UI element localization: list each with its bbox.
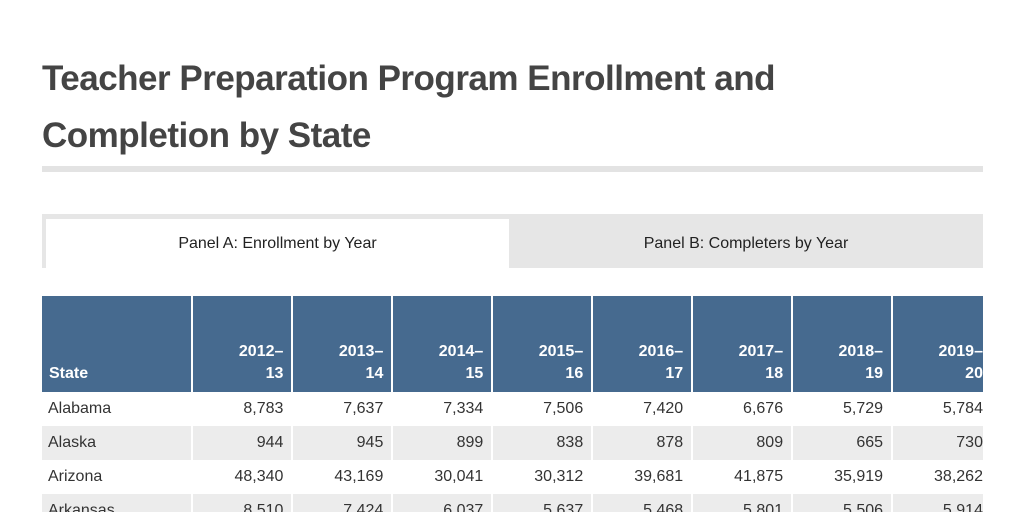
table-header-row: State 2012– 13 2013– 14 2014– 15 2015– 16 2016– 17…: [42, 296, 983, 392]
state-cell: Arizona: [48, 468, 103, 485]
state-cell: Alaska: [42, 426, 193, 460]
year-start: 2013–: [338, 343, 384, 360]
enrollment-cell: 38,262: [891, 460, 983, 494]
column-header-year[interactable]: 2013– 14: [291, 296, 393, 392]
enrollment-cell: 5,637: [491, 494, 593, 512]
enrollment-cell: 41,875: [691, 460, 793, 494]
enrollment-cell: 7,420: [591, 392, 693, 426]
enrollment-cell: 8,783: [191, 392, 293, 426]
enrollment-cell: 809: [691, 426, 793, 460]
tab-panel-a-enrollment[interactable]: Panel A: Enrollment by Year: [46, 219, 509, 268]
enrollment-cell: 665: [791, 426, 893, 460]
table-row: Alabama 8,783 7,637 7,334 7,506 7,420 6,676 5,7…: [42, 392, 983, 426]
enrollment-cell: 5,914: [891, 494, 983, 512]
enrollment-cell: 39,681: [591, 460, 693, 494]
column-header-label: 2015– 16: [539, 341, 584, 385]
year-start: 2014–: [438, 343, 484, 360]
table-row: Arkansas 8,510 7,424 6,037 5,637 5,468 5,801 5,…: [42, 494, 983, 512]
column-header-label: 2014– 15: [439, 341, 484, 385]
enrollment-cell: 7,424: [291, 494, 393, 512]
year-end: 16: [565, 365, 584, 382]
enrollment-cell: 30,312: [491, 460, 593, 494]
enrollment-cell: 5,729: [791, 392, 893, 426]
column-header-state[interactable]: State: [42, 296, 193, 392]
year-start: 2017–: [738, 343, 784, 360]
enrollment-cell: 5,801: [691, 494, 793, 512]
enrollment-cell: 7,637: [291, 392, 393, 426]
column-header-year[interactable]: 2019– 20: [891, 296, 983, 392]
enrollment-cell: 35,919: [791, 460, 893, 494]
column-header-label: 2013– 14: [339, 341, 384, 385]
column-header-label: 2016– 17: [639, 341, 684, 385]
enrollment-cell: 6,676: [691, 392, 793, 426]
year-end: 14: [365, 365, 384, 382]
column-header-year[interactable]: 2015– 16: [491, 296, 593, 392]
year-start: 2012–: [238, 343, 284, 360]
enrollment-cell: 7,334: [391, 392, 493, 426]
enrollment-cell: 838: [491, 426, 593, 460]
tab-panel-b-completers[interactable]: Panel B: Completers by Year: [643, 234, 849, 252]
column-header-label: 2018– 19: [839, 341, 884, 385]
enrollment-cell: 30,041: [391, 460, 493, 494]
year-start: 2019–: [938, 343, 983, 360]
panel-tabs: Panel A: Enrollment by Year Panel B: Com…: [42, 214, 983, 268]
column-header-label: 2017– 18: [739, 341, 784, 385]
enrollment-cell: 48,340: [191, 460, 293, 494]
column-header-year[interactable]: 2016– 17: [591, 296, 693, 392]
enrollment-cell: 878: [591, 426, 693, 460]
column-header-year[interactable]: 2018– 19: [791, 296, 893, 392]
state-cell: Arkansas: [42, 494, 193, 512]
column-header-year[interactable]: 2014– 15: [391, 296, 493, 392]
year-start: 2016–: [638, 343, 684, 360]
enrollment-table-container[interactable]: State 2012– 13 2013– 14 2014– 15 2015– 16 2016– 17…: [42, 296, 983, 512]
enrollment-cell: 5,468: [591, 494, 693, 512]
enrollment-cell: 8,510: [191, 494, 293, 512]
enrollment-table: State 2012– 13 2013– 14 2014– 15 2015– 16 2016– 17…: [42, 296, 983, 512]
state-cell: Alabama: [48, 400, 112, 417]
enrollment-cell: 7,506: [491, 392, 593, 426]
title-divider: [42, 166, 983, 172]
year-end: 13: [265, 365, 284, 382]
year-start: 2018–: [838, 343, 884, 360]
page-title: Teacher Preparation Program Enrollment a…: [42, 59, 776, 155]
year-end: 19: [865, 365, 884, 382]
table-row: Alaska944945899838878809665730676: [42, 426, 983, 460]
year-end: 15: [465, 365, 484, 382]
enrollment-cell: 6,037: [391, 494, 493, 512]
enrollment-cell: 899: [391, 426, 493, 460]
column-header-label: 2019– 20: [938, 341, 983, 385]
column-header-year[interactable]: 2017– 18: [691, 296, 793, 392]
column-header-year[interactable]: 2012– 13: [191, 296, 293, 392]
year-end: 17: [665, 365, 684, 382]
enrollment-cell: 5,784: [891, 392, 983, 426]
enrollment-cell: 944: [191, 426, 293, 460]
column-header-label: 2012– 13: [239, 341, 284, 385]
enrollment-cell: 5,506: [791, 494, 893, 512]
enrollment-cell: 43,169: [291, 460, 393, 494]
table-row: Arizona 48,340 43,169 30,041 30,312 39,681 41,…: [42, 460, 983, 494]
enrollment-cell: 730: [891, 426, 983, 460]
enrollment-cell: 945: [291, 426, 393, 460]
year-end: 20: [965, 365, 983, 382]
year-start: 2015–: [538, 343, 584, 360]
year-end: 18: [765, 365, 784, 382]
